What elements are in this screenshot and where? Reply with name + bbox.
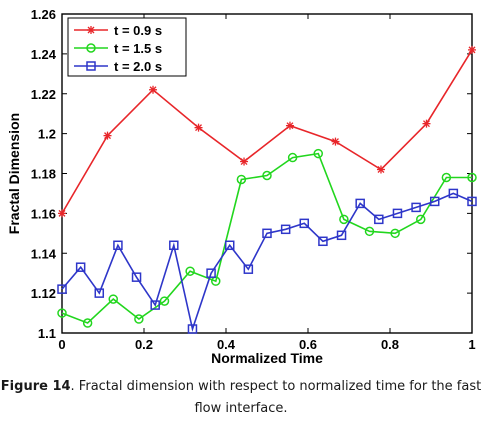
series-line — [61, 49, 473, 214]
data-point — [422, 119, 431, 128]
data-point — [57, 308, 67, 318]
y-tick-label: 1.24 — [31, 47, 57, 62]
data-point — [169, 240, 179, 251]
data-point — [336, 230, 347, 241]
data-point — [131, 272, 142, 282]
legend-marker — [87, 26, 95, 34]
data-point — [448, 188, 459, 199]
data-point — [58, 209, 66, 218]
data-point — [243, 264, 254, 274]
x-tick-label: 0.2 — [135, 337, 153, 352]
data-point — [331, 137, 340, 146]
figure-caption: Figure 14. Fractal dimension with respec… — [0, 376, 482, 420]
data-point — [159, 296, 170, 306]
x-axis-title: Normalized Time — [211, 350, 323, 366]
data-point — [57, 284, 67, 294]
series-line — [61, 152, 472, 324]
data-point — [150, 300, 160, 310]
x-tick-label: 0.8 — [381, 337, 399, 352]
data-point — [318, 236, 328, 247]
data-point — [364, 226, 375, 237]
x-tick-label: 0.4 — [217, 337, 236, 352]
data-point — [103, 131, 112, 140]
data-point — [411, 202, 421, 213]
data-point — [374, 214, 384, 225]
legend-marker — [86, 43, 96, 53]
legend-entry: t = 0.9 s — [74, 23, 162, 38]
data-point — [194, 123, 203, 132]
data-point — [185, 266, 195, 276]
series-2 — [57, 148, 477, 328]
data-point — [75, 262, 86, 272]
x-tick-label: 0 — [58, 337, 65, 352]
y-tick-label: 1.2 — [38, 127, 56, 142]
legend-marker — [86, 61, 96, 71]
data-point — [113, 240, 123, 251]
caption-text-line-1: . Fractal dimension with respect to norm… — [70, 379, 482, 394]
y-tick-label: 1.14 — [31, 246, 57, 261]
series-3 — [57, 188, 477, 334]
data-point — [390, 228, 400, 239]
legend-label: t = 1.5 s — [114, 41, 162, 56]
y-axis-title: Fractal Dimension — [6, 113, 22, 234]
x-tick-label: 0.6 — [299, 337, 317, 352]
caption-text-line-2: flow interface. — [194, 401, 288, 416]
series-line — [61, 192, 473, 332]
chart: 0 0.2 0.4 0.6 0.8 1 1.1 1.12 1.14 1.16 1.18 1.2 1.22… — [6, 7, 477, 366]
y-tick-label: 1.12 — [31, 286, 56, 301]
data-point — [280, 224, 291, 235]
y-tick-label: 1.18 — [31, 167, 56, 182]
data-point — [149, 85, 158, 94]
data-point — [240, 157, 249, 166]
data-point — [94, 288, 105, 298]
caption-figure-label: Figure 14 — [0, 379, 71, 394]
data-point — [376, 165, 385, 174]
legend-entry: t = 1.5 s — [74, 41, 162, 56]
y-tick-label: 1.26 — [31, 7, 56, 22]
data-point — [429, 196, 440, 207]
data-point — [206, 268, 216, 278]
data-point — [224, 240, 235, 251]
data-point — [134, 314, 144, 324]
y-tick-label: 1.22 — [31, 87, 56, 102]
data-point — [339, 214, 349, 225]
legend-label: t = 2.0 s — [114, 59, 162, 74]
data-point — [416, 214, 426, 225]
data-point — [468, 45, 476, 54]
data-point — [262, 170, 272, 181]
data-point — [355, 198, 365, 209]
legend-label: t = 0.9 s — [114, 23, 162, 38]
data-point — [82, 318, 93, 328]
data-point — [441, 172, 452, 183]
data-point — [262, 228, 272, 239]
caption-line-1: Figure 14. Fractal dimension with respec… — [0, 376, 482, 398]
chart-svg: 0 0.2 0.4 0.6 0.8 1 1.1 1.12 1.14 1.16 1.18 1.2 1.22… — [6, 7, 477, 366]
data-point — [285, 121, 294, 130]
legend-entry: t = 2.0 s — [74, 59, 162, 74]
data-point — [287, 152, 298, 163]
data-point — [299, 218, 310, 229]
y-tick-label: 1.16 — [31, 206, 56, 221]
data-point — [467, 172, 477, 183]
x-tick-label: 1 — [468, 337, 475, 352]
series-1 — [58, 45, 476, 218]
data-point — [108, 294, 118, 304]
data-point — [467, 196, 477, 207]
data-point — [392, 208, 403, 219]
data-point — [313, 148, 323, 159]
data-point — [187, 324, 198, 334]
y-tick-label: 1.1 — [38, 326, 56, 341]
data-point — [236, 174, 247, 185]
